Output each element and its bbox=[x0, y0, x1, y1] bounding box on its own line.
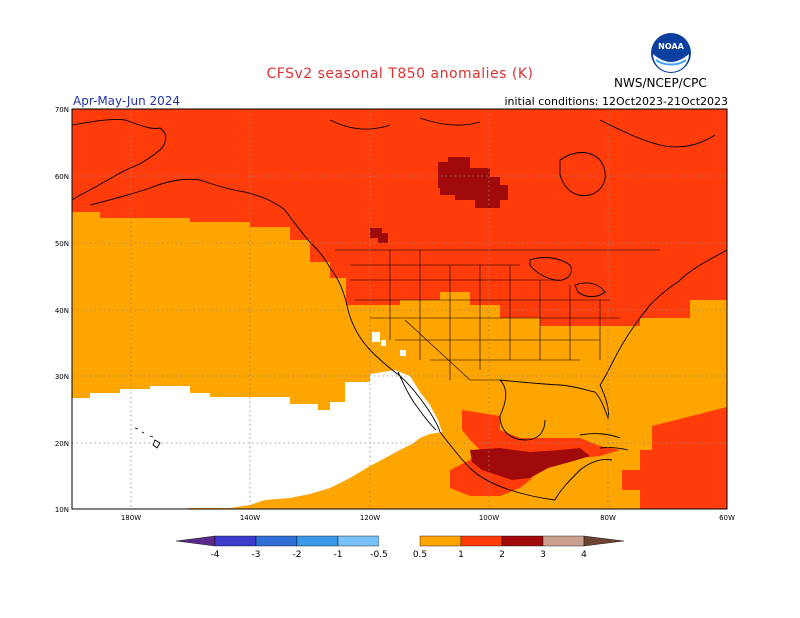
lon-label: 100W bbox=[479, 514, 499, 522]
anomaly-region-neutral-spot bbox=[400, 350, 406, 356]
legend-tick-label: 3 bbox=[540, 550, 546, 560]
legend-tick-label: -0.5 bbox=[370, 550, 388, 560]
noaa-logo-text: NOAA bbox=[658, 42, 684, 51]
initial-conditions: initial conditions: 12Oct2023-21Oct2023 bbox=[504, 95, 728, 108]
legend-tick-label: 2 bbox=[499, 550, 505, 560]
legend-swatch-neutral bbox=[379, 536, 420, 546]
anomaly-region-neutral-spot bbox=[381, 340, 386, 346]
legend-swatch bbox=[214, 535, 257, 547]
anomaly-region-2-3-rockies bbox=[370, 228, 388, 243]
lat-label: 40N bbox=[55, 307, 69, 315]
anomaly-region-neutral-spot bbox=[372, 332, 380, 342]
forecast-period: Apr-May-Jun 2024 bbox=[73, 94, 181, 108]
lat-axis-labels: 70N 60N 50N 40N 30N 20N 10N bbox=[55, 106, 69, 514]
legend-swatch bbox=[460, 535, 503, 547]
legend-tick-label: -1 bbox=[334, 550, 343, 560]
lon-label: 180W bbox=[121, 514, 141, 522]
anomaly-region-1-2-north bbox=[72, 109, 727, 326]
coastlines bbox=[72, 117, 727, 501]
legend-tick-label: 4 bbox=[581, 550, 587, 560]
legend-tick-label: -2 bbox=[293, 550, 302, 560]
legend-swatch bbox=[255, 535, 298, 547]
legend-swatch-above-4 bbox=[583, 535, 625, 547]
map-title: CFSv2 seasonal T850 anomalies (K) bbox=[266, 66, 534, 82]
lon-label: 80W bbox=[600, 514, 616, 522]
anomaly-region-2-3-caribbean bbox=[470, 448, 590, 480]
lat-label: 20N bbox=[55, 440, 69, 448]
legend-swatch bbox=[296, 535, 339, 547]
anomaly-region-2-3-canada bbox=[438, 157, 508, 208]
legend-swatch bbox=[501, 535, 544, 547]
anomaly-field bbox=[72, 109, 727, 509]
anomaly-region-neutral-pacific bbox=[72, 370, 442, 509]
legend-swatch bbox=[419, 535, 462, 547]
legend-swatch bbox=[542, 535, 585, 547]
legend-tick-label: 1 bbox=[458, 550, 464, 560]
political-boundaries bbox=[335, 249, 660, 381]
lat-label: 10N bbox=[55, 506, 69, 514]
legend-swatch-below-4 bbox=[175, 535, 216, 547]
map-frame bbox=[71, 108, 728, 510]
legend-tick-label: 0.5 bbox=[413, 550, 427, 560]
lon-label: 120W bbox=[360, 514, 380, 522]
lon-label: 60W bbox=[719, 514, 735, 522]
lon-label: 140W bbox=[240, 514, 260, 522]
anomaly-region-1-2-atlantic bbox=[622, 407, 727, 509]
noaa-logo: NOAA bbox=[651, 33, 691, 73]
legend-swatch bbox=[337, 535, 380, 547]
lat-label: 30N bbox=[55, 373, 69, 381]
agency-label: NWS/NCEP/CPC bbox=[614, 76, 707, 90]
lat-lon-grid bbox=[72, 109, 727, 509]
lat-label: 70N bbox=[55, 106, 69, 114]
lon-axis-labels: 180W 140W 120W 100W 80W 60W bbox=[121, 514, 735, 522]
lat-label: 60N bbox=[55, 173, 69, 181]
legend-tick-label: -4 bbox=[211, 550, 220, 560]
color-bar-legend: -4 -3 -2 -1 -0.5 0.5 1 2 3 4 bbox=[175, 535, 625, 560]
legend-tick-label: -3 bbox=[252, 550, 261, 560]
lat-label: 50N bbox=[55, 240, 69, 248]
